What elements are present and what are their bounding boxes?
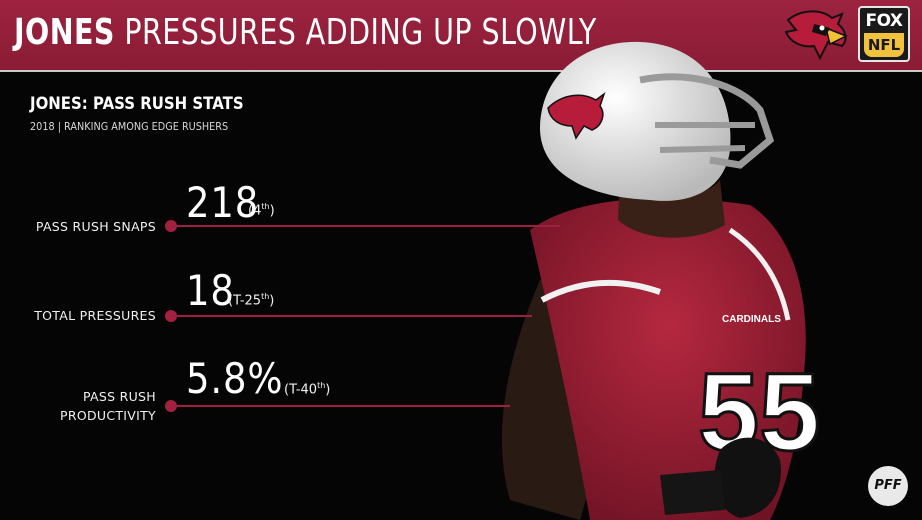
stat-marker-dot xyxy=(165,400,177,412)
stat-value-pass-rush-snaps: 218 xyxy=(186,178,260,227)
nfl-logo-text: NFL xyxy=(864,33,904,57)
title-name: JONES xyxy=(14,12,115,53)
header-bar: JONES PRESSURES ADDING UP SLOWLY FOX NFL xyxy=(0,0,922,72)
title-rest: PRESSURES ADDING UP SLOWLY xyxy=(124,12,597,53)
stat-label-line: PASS RUSH xyxy=(82,389,156,404)
stat-value-pass-rush-productivity: 5.8% xyxy=(186,354,284,403)
stat-label-pass-rush-productivity: PASS RUSH PRODUCTIVITY xyxy=(60,387,156,425)
stat-divider-line xyxy=(172,315,532,317)
fox-nfl-logo: FOX NFL xyxy=(858,6,910,62)
stat-marker-dot xyxy=(165,220,177,232)
stat-rank-pass-rush-snaps: (4th) xyxy=(248,202,275,219)
cardinals-logo-icon xyxy=(784,10,848,61)
stat-divider-line xyxy=(172,405,510,407)
pff-logo: PFF xyxy=(868,466,908,506)
stat-divider-line xyxy=(172,225,560,227)
fox-logo-text: FOX xyxy=(865,11,903,31)
stat-marker-dot xyxy=(165,310,177,322)
stat-label-pass-rush-snaps: PASS RUSH SNAPS xyxy=(35,219,156,234)
stat-label-total-pressures: TOTAL PRESSURES xyxy=(34,308,156,323)
player-photo: CARDINALS 55 xyxy=(501,41,822,520)
page-title: JONES PRESSURES ADDING UP SLOWLY xyxy=(14,12,597,53)
jersey-text: CARDINALS xyxy=(722,314,781,325)
stat-rank-total-pressures: (T-25th) xyxy=(228,292,275,309)
section-heading: JONES: PASS RUSH STATS xyxy=(30,94,244,114)
section-subheading: 2018 | RANKING AMONG EDGE RUSHERS xyxy=(30,120,229,133)
stat-rank-pass-rush-productivity: (T-40th) xyxy=(284,381,331,398)
stat-label-line: PRODUCTIVITY xyxy=(60,408,156,423)
stat-value-total-pressures: 18 xyxy=(186,266,235,315)
